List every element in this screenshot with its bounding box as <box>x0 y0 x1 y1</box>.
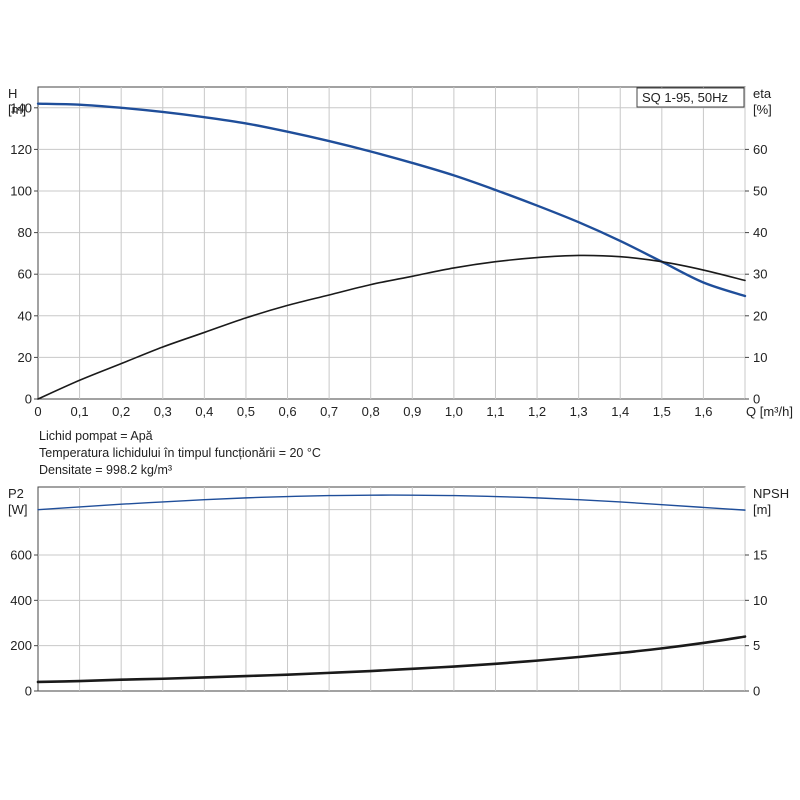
x-tick-label: 0,8 <box>362 404 380 419</box>
left-tick-label: 60 <box>18 267 32 282</box>
left-tick-label: 400 <box>10 593 32 608</box>
right-axis-title-line: NPSH <box>753 486 789 501</box>
right-tick-label: 30 <box>753 267 767 282</box>
right-axis-title-line: eta <box>753 86 772 101</box>
left-tick-label: 20 <box>18 350 32 365</box>
left-tick-label: 0 <box>25 684 32 699</box>
series-line-npsh <box>36 635 747 684</box>
x-tick-label: 0,6 <box>278 404 296 419</box>
right-axis-unit-line: [m] <box>753 502 771 517</box>
left-tick-label: 40 <box>18 308 32 323</box>
right-tick-label: 20 <box>753 308 767 323</box>
x-tick-label: 1,2 <box>528 404 546 419</box>
series-line-h <box>36 102 747 298</box>
right-tick-label: 60 <box>753 142 767 157</box>
right-tick-label: 0 <box>753 684 760 699</box>
info-pumped-liquid: Lichid pompat = Apă <box>39 429 153 443</box>
x-tick-label: 0,7 <box>320 404 338 419</box>
legend-label: SQ 1-95, 50Hz <box>642 90 728 105</box>
left-axis-unit-line: [W] <box>8 502 28 517</box>
right-tick-label: 40 <box>753 225 767 240</box>
left-tick-label: 100 <box>10 184 32 199</box>
left-tick-label: 140 <box>10 100 32 115</box>
x-tick-label: 0,5 <box>237 404 255 419</box>
right-tick-label: 15 <box>753 548 767 563</box>
plot-frame <box>37 86 746 400</box>
left-tick-label: 80 <box>18 225 32 240</box>
x-axis-title: Q [m³/h] <box>746 404 793 419</box>
right-tick-label: 10 <box>753 350 767 365</box>
right-tick-label: 10 <box>753 593 767 608</box>
right-tick-label: 50 <box>753 184 767 199</box>
x-tick-label: 1,5 <box>653 404 671 419</box>
legend-box <box>636 87 745 108</box>
x-tick-label: 0 <box>34 404 41 419</box>
x-tick-label: 1,0 <box>445 404 463 419</box>
x-tick-label: 0,4 <box>195 404 213 419</box>
right-axis-unit-line: [%] <box>753 102 772 117</box>
left-axis-unit-line: [m] <box>8 102 26 117</box>
x-tick-label: 1,6 <box>694 404 712 419</box>
x-tick-label: 0,2 <box>112 404 130 419</box>
left-axis-title-line: H <box>8 86 17 101</box>
left-tick-label: 0 <box>25 392 32 407</box>
x-tick-label: 1,3 <box>570 404 588 419</box>
series-line-p2 <box>37 494 746 511</box>
left-tick-label: 120 <box>10 142 32 157</box>
left-axis-title-line: P2 <box>8 486 24 501</box>
x-tick-label: 0,3 <box>154 404 172 419</box>
series-line-eta <box>37 254 746 400</box>
x-tick-label: 0,1 <box>71 404 89 419</box>
x-tick-label: 1,1 <box>486 404 504 419</box>
left-tick-label: 200 <box>10 638 32 653</box>
power-npsh-chart: 0 200 400 600 0 5 10 15 P2[W] NPSH[m] <box>8 486 789 699</box>
left-tick-label: 600 <box>10 548 32 563</box>
right-tick-label: 0 <box>753 392 760 407</box>
info-density: Densitate = 998.2 kg/m³ <box>39 463 173 477</box>
info-liquid-temperature: Temperatura lichidului în timpul funcțio… <box>39 446 321 460</box>
plot-frame <box>37 486 746 692</box>
right-tick-label: 5 <box>753 638 760 653</box>
x-tick-label: 0,9 <box>403 404 421 419</box>
x-tick-label: 1,4 <box>611 404 629 419</box>
performance-chart: 0 20 40 60 80 100 120 140 0 10 20 30 40 50 60 H[m] eta[%… <box>8 86 793 419</box>
